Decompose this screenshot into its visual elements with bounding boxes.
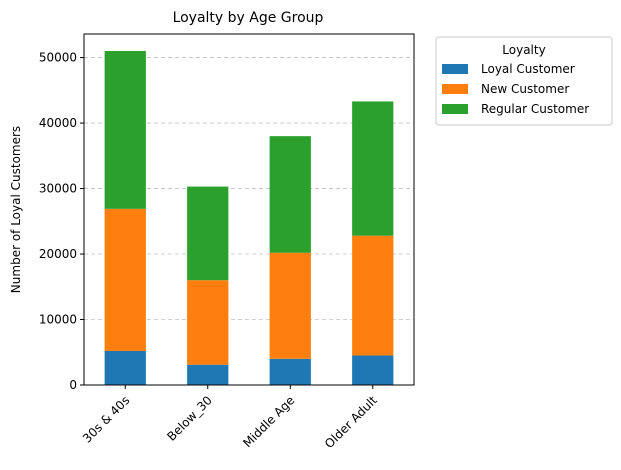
bar-regular-customer bbox=[352, 101, 394, 236]
x-tick-label: Middle Age bbox=[240, 393, 297, 450]
y-tick-label: 20000 bbox=[39, 247, 77, 261]
y-tick-label: 10000 bbox=[39, 313, 77, 327]
bar-new-customer bbox=[269, 252, 311, 359]
y-axis: 0 10000 20000 30000 40000 50000 bbox=[39, 51, 84, 392]
y-axis-label: Number of Loyal Customers bbox=[9, 126, 23, 293]
bar-regular-customer bbox=[269, 136, 311, 253]
bar-new-customer bbox=[352, 235, 394, 356]
legend-swatch bbox=[442, 64, 468, 74]
plot-frame bbox=[83, 33, 415, 386]
y-tick-label: 50000 bbox=[39, 51, 77, 65]
bar-new-customer bbox=[104, 208, 146, 351]
legend-swatch bbox=[442, 84, 468, 94]
y-tick-label: 40000 bbox=[39, 116, 77, 130]
bar-loyal-customer bbox=[187, 364, 229, 385]
legend-frame bbox=[435, 36, 613, 126]
bar-regular-customer bbox=[104, 51, 146, 209]
bar-regular-customer bbox=[187, 186, 229, 281]
bar-new-customer bbox=[187, 280, 229, 365]
bar-loyal-customer bbox=[104, 350, 146, 385]
bar-loyal-customer bbox=[269, 358, 311, 385]
legend-entry: Loyal Customer bbox=[481, 62, 575, 76]
legend-title: Loyalty bbox=[502, 43, 545, 57]
x-tick-label: Older Adult bbox=[322, 393, 380, 451]
bar-loyal-customer bbox=[352, 355, 394, 385]
x-tick-label: Below_30 bbox=[164, 393, 214, 443]
y-tick-label: 0 bbox=[69, 378, 77, 392]
legend: Loyalty Loyal Customer New Customer Regula… bbox=[435, 36, 613, 126]
y-tick-label: 30000 bbox=[39, 182, 77, 196]
legend-entry: Regular Customer bbox=[481, 102, 589, 116]
legend-entry: New Customer bbox=[481, 82, 569, 96]
x-tick-label: 30s & 40s bbox=[80, 393, 132, 445]
x-axis: 30s & 40s Below_30 Middle Age Older Adult bbox=[80, 385, 380, 451]
bars bbox=[104, 51, 394, 385]
legend-swatch bbox=[442, 104, 468, 114]
chart-title: Loyalty by Age Group bbox=[173, 10, 324, 26]
